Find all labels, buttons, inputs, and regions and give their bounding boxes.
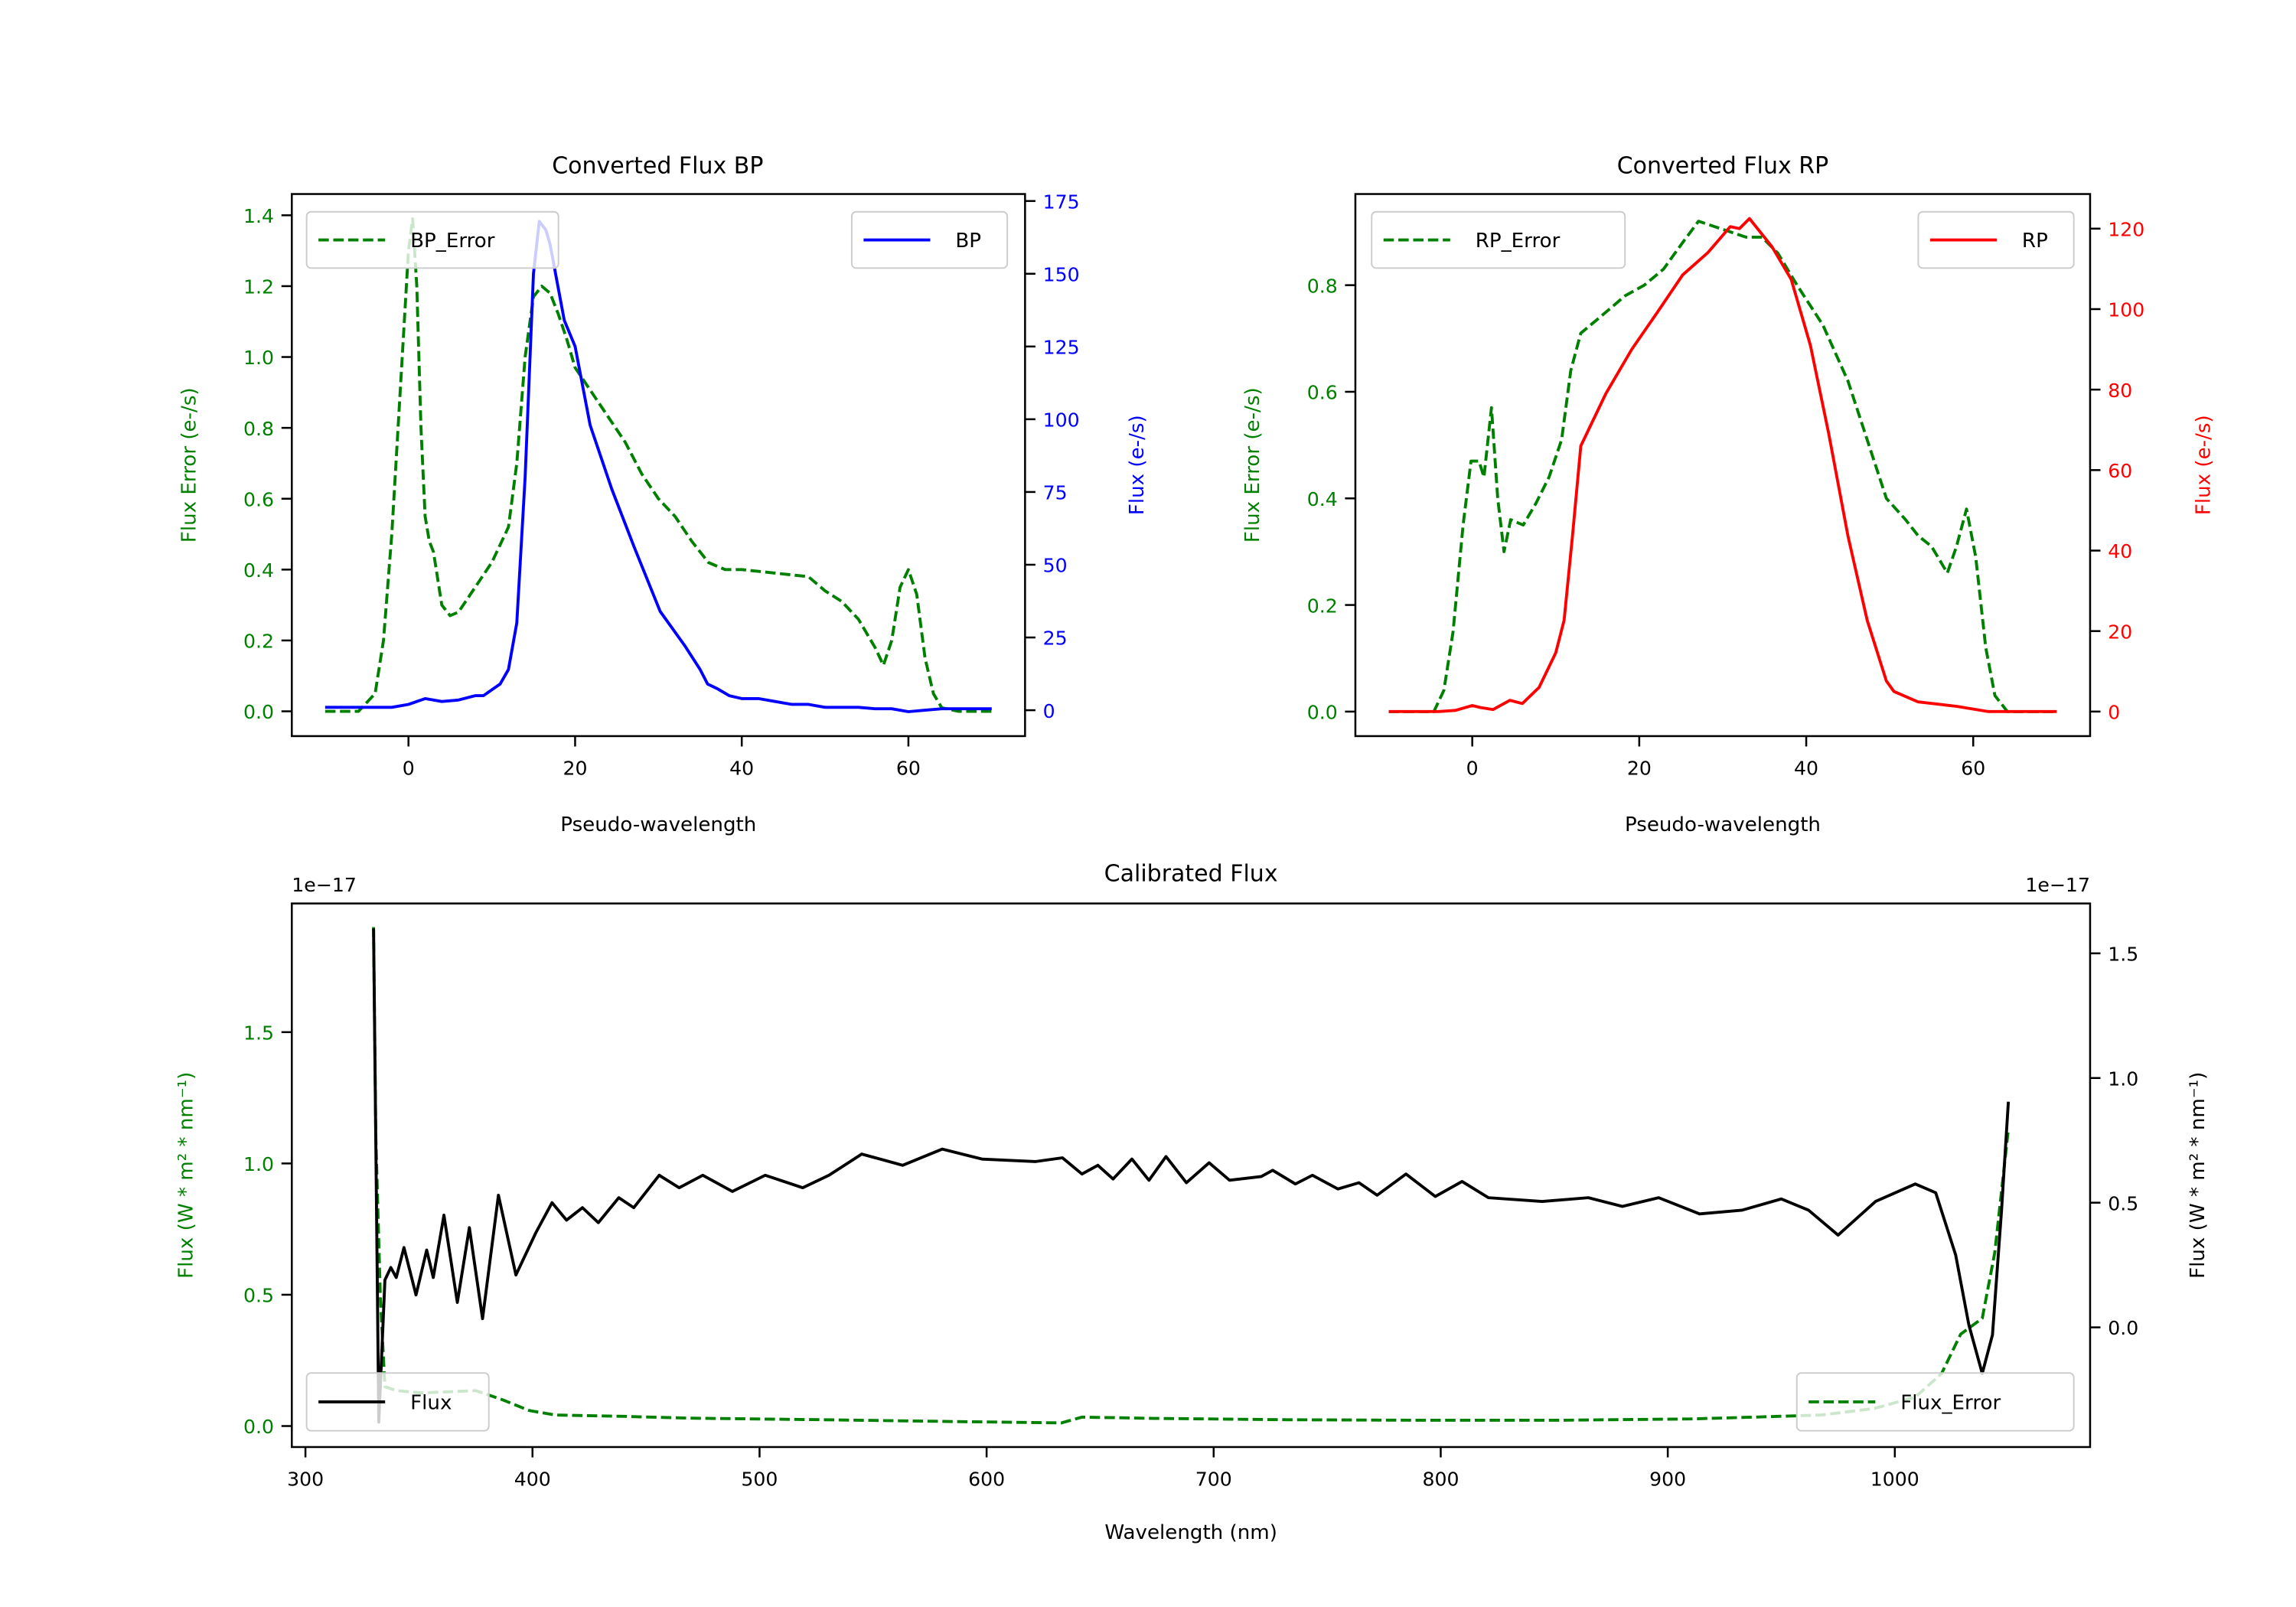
x-tick-label: 800	[1422, 1468, 1459, 1490]
y-right-tick-label: 0.0	[2108, 1317, 2138, 1339]
legend-bp-error: BP_Error	[305, 210, 559, 269]
y-left-tick-label: 1.4	[243, 205, 274, 227]
x-tick-label: 500	[741, 1468, 778, 1490]
y-right-tick-label: 25	[1043, 627, 1068, 650]
y-left-tick-label: 1.0	[243, 347, 274, 369]
calibrated-flux-chart: Calibrated Flux Flux Flux_Error 300 400 500 60…	[175, 861, 2210, 1544]
y-right-tick-label: 120	[2108, 218, 2144, 240]
y-right-tick-label: 50	[1043, 555, 1068, 577]
legend-label: BP	[955, 230, 981, 253]
y-right-tick-label: 1.5	[2108, 943, 2138, 965]
x-tick-label: 900	[1649, 1468, 1686, 1490]
chart-title: Converted Flux BP	[552, 152, 763, 179]
series-bp-error	[325, 217, 992, 713]
axes-frame	[291, 902, 2092, 1449]
y-right-tick-label: 60	[2108, 460, 2132, 482]
x-tick-label: 300	[287, 1468, 324, 1490]
x-tick-label: 20	[1627, 757, 1652, 779]
y-left-tick-label: 0.8	[1307, 275, 1338, 297]
legend-box	[1795, 1372, 2075, 1432]
y-right-offset-text: 1e−17	[2025, 874, 2090, 896]
y-right-axis-label: Flux (e-/s)	[1126, 415, 1149, 515]
x-tick-label: 60	[1961, 757, 1985, 779]
legend-box	[305, 1372, 490, 1432]
y-right-tick-label: 40	[2108, 540, 2132, 562]
y-left-axis-label: Flux (W * m² * nm⁻¹)	[175, 1072, 198, 1279]
x-tick-label: 0	[403, 757, 415, 779]
series-flux	[372, 928, 2011, 1424]
legend-label: BP_Error	[410, 230, 495, 253]
legend-label: Flux	[410, 1392, 452, 1415]
y-right-tick-label: 20	[2108, 621, 2132, 643]
legend-flux: Flux	[305, 1372, 490, 1432]
y-left-tick-label: 0.2	[1307, 595, 1338, 617]
legend-bp: BP	[850, 210, 1009, 269]
y-right-tick-label: 150	[1043, 263, 1080, 285]
y-left-tick-label: 0.6	[1307, 382, 1338, 404]
y-right-tick-label: 175	[1043, 191, 1080, 213]
y-left-tick-label: 1.0	[243, 1153, 274, 1175]
y-right-tick-label: 0	[1043, 700, 1055, 722]
bp-chart: Converted Flux BP BP_Error BP 0 20 40 60 0.0 0.2…	[178, 152, 1149, 836]
x-tick-label: 700	[1195, 1468, 1232, 1490]
legend-label: Flux_Error	[1900, 1392, 2001, 1415]
series-bp	[325, 220, 992, 713]
y-left-tick-label: 0.8	[243, 418, 274, 440]
y-right-tick-label: 80	[2108, 380, 2132, 402]
y-left-axis-label: Flux Error (e-/s)	[1241, 387, 1264, 543]
y-left-tick-label: 0.5	[243, 1285, 274, 1307]
legend-box	[1371, 210, 1626, 269]
x-axis-label: Pseudo-wavelength	[1625, 813, 1821, 836]
y-left-tick-label: 0.2	[243, 631, 274, 653]
axes-frame	[1354, 193, 2092, 738]
x-tick-label: 40	[729, 757, 754, 779]
y-right-tick-label: 100	[1043, 409, 1080, 432]
axes-frame	[291, 193, 1026, 738]
plot-area	[1388, 217, 2057, 713]
legend-label: RP	[2022, 230, 2048, 253]
x-tick-label: 0	[1466, 757, 1479, 779]
y-left-tick-label: 0.4	[1307, 488, 1338, 510]
y-right-tick-label: 75	[1043, 482, 1068, 504]
y-right-axis-label: Flux (W * m² * nm⁻¹)	[2187, 1072, 2210, 1279]
y-left-tick-label: 0.0	[1307, 702, 1338, 724]
x-axis-label: Pseudo-wavelength	[560, 813, 756, 836]
x-tick-label: 20	[563, 757, 587, 779]
y-left-tick-label: 1.5	[243, 1022, 274, 1044]
y-left-tick-label: 0.6	[243, 488, 274, 510]
legend-label: RP_Error	[1476, 230, 1561, 253]
x-tick-label: 40	[1794, 757, 1818, 779]
y-left-tick-label: 0.0	[243, 701, 274, 723]
y-right-axis-label: Flux (e-/s)	[2193, 415, 2216, 515]
y-left-offset-text: 1e−17	[292, 874, 357, 896]
rp-chart: Converted Flux RP RP_Error RP 0 20 40 60 0.0 0.2…	[1241, 152, 2216, 836]
chart-title: Converted Flux RP	[1617, 152, 1829, 179]
legend-rp: RP	[1917, 210, 2075, 269]
y-right-tick-label: 1.0	[2108, 1068, 2138, 1090]
y-right-tick-label: 125	[1043, 336, 1080, 358]
y-right-tick-label: 0	[2108, 702, 2120, 724]
y-left-tick-label: 0.4	[243, 559, 274, 582]
x-tick-label: 600	[968, 1468, 1005, 1490]
plot-area	[325, 217, 992, 713]
x-tick-label: 400	[514, 1468, 551, 1490]
legend-rp-error: RP_Error	[1371, 210, 1626, 269]
y-right-tick-label: 100	[2108, 299, 2144, 321]
legend-box	[305, 210, 559, 269]
x-axis-label: Wavelength (nm)	[1104, 1521, 1277, 1544]
chart-title: Calibrated Flux	[1104, 861, 1278, 888]
legend-flux-error: Flux_Error	[1795, 1372, 2075, 1432]
y-left-axis-label: Flux Error (e-/s)	[178, 387, 201, 543]
x-tick-label: 60	[896, 757, 921, 779]
series-rp-error	[1388, 220, 2057, 713]
series-rp	[1388, 217, 2057, 713]
y-left-tick-label: 0.0	[243, 1416, 274, 1438]
y-left-tick-label: 1.2	[243, 276, 274, 298]
y-right-tick-label: 0.5	[2108, 1192, 2138, 1214]
x-tick-label: 1000	[1870, 1468, 1919, 1490]
